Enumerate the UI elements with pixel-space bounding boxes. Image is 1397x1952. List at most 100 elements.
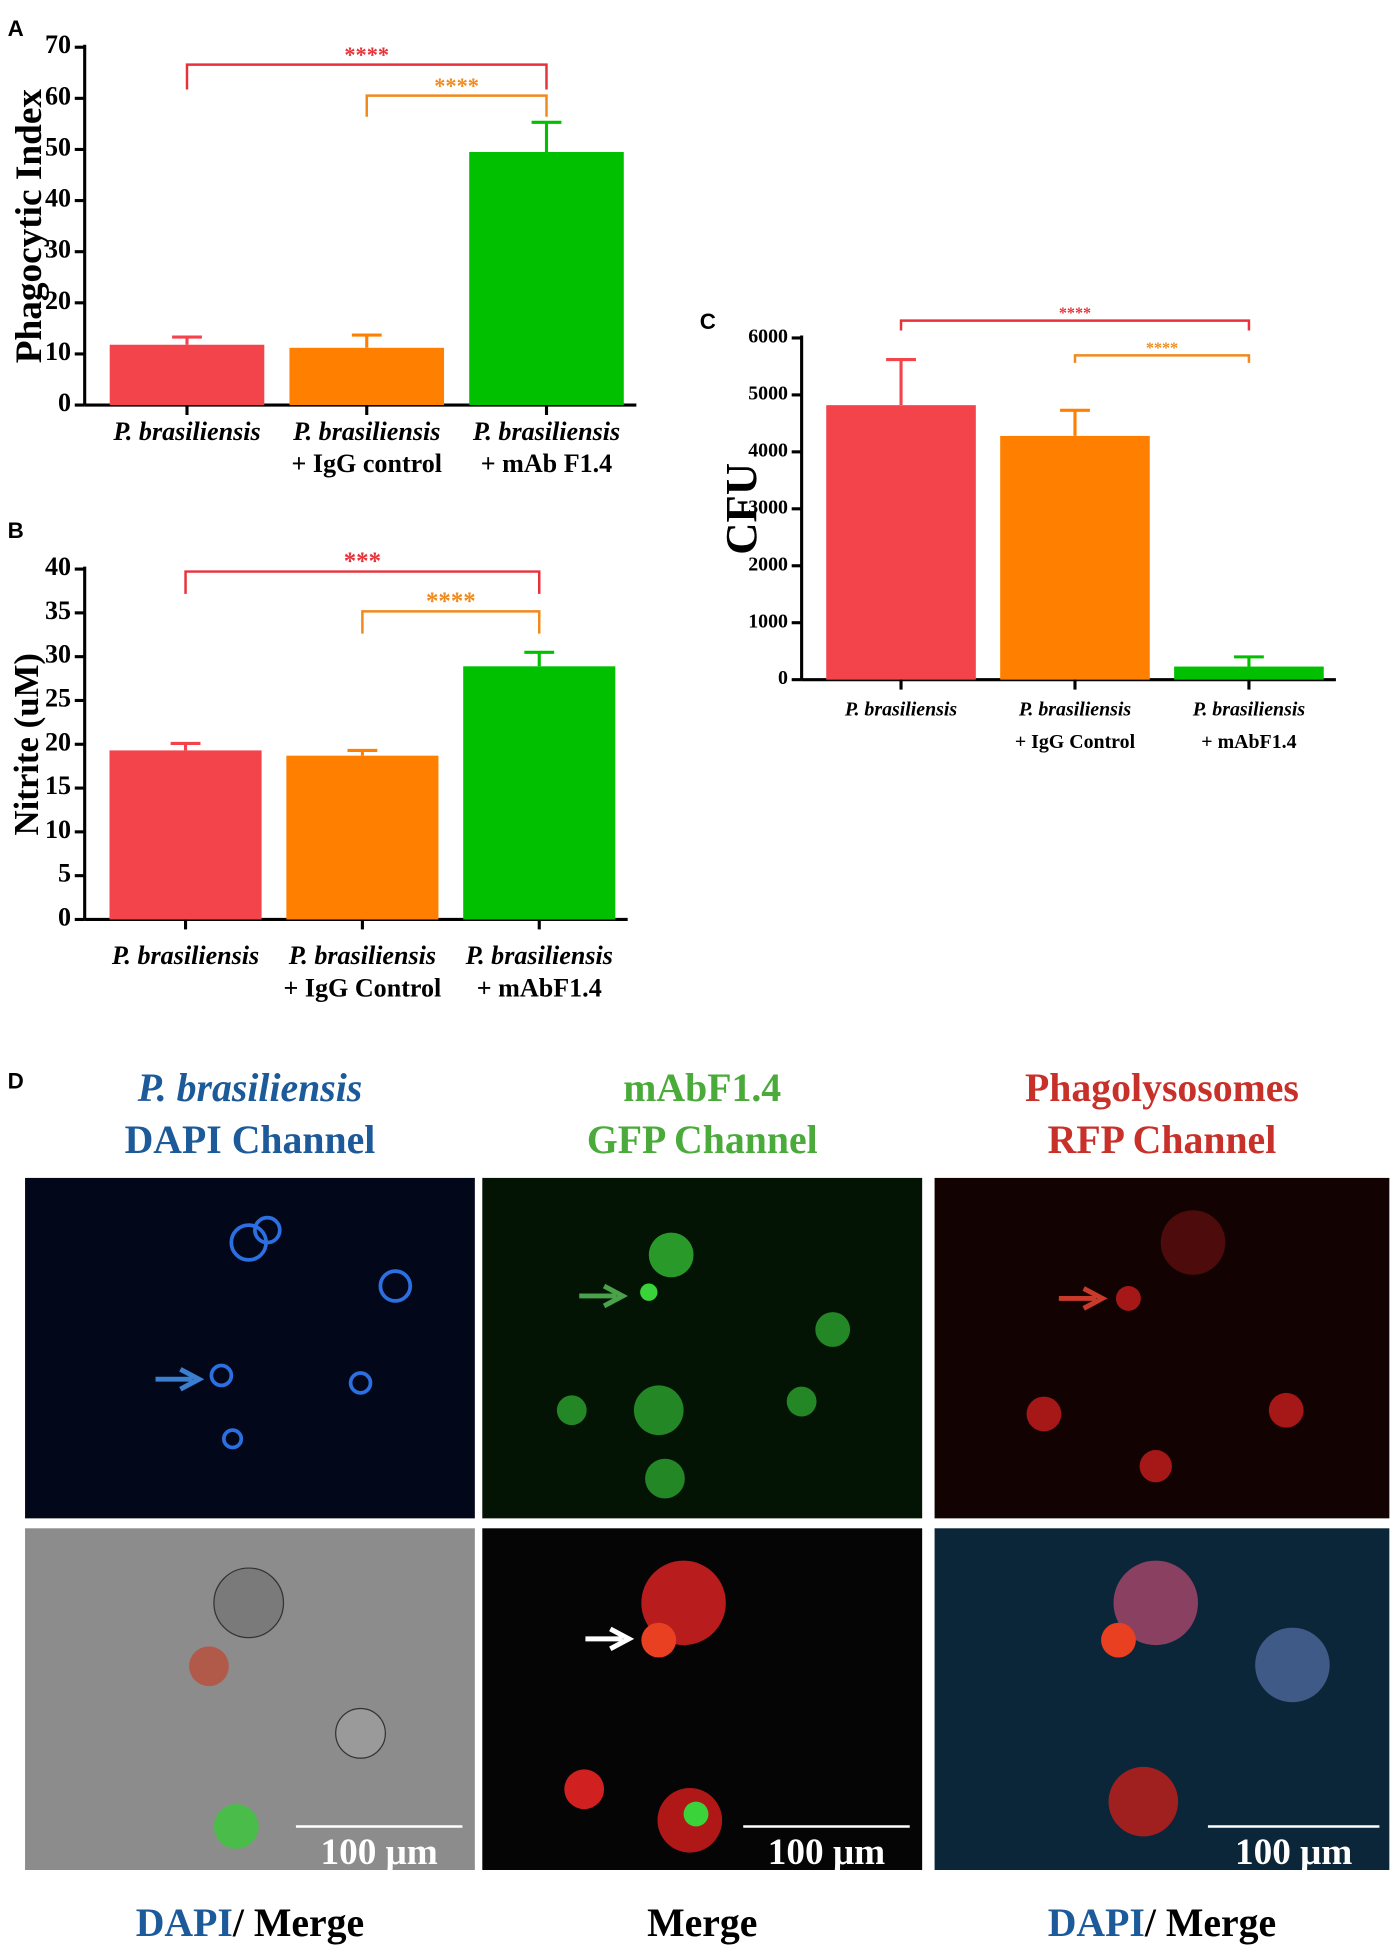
error-bar	[351, 333, 382, 348]
cells-green	[556, 1232, 851, 1499]
x-tick-label: P. brasiliensis	[288, 941, 436, 970]
y-tick-label: 40	[45, 552, 71, 581]
y-tick-label: 1000	[748, 610, 788, 632]
bar	[109, 750, 262, 920]
x-tick-label: + mAbF1.4	[1201, 731, 1296, 753]
significance-bracket	[361, 610, 541, 634]
scale-bar-label: 100 μm	[320, 1832, 437, 1873]
error-bar	[347, 748, 378, 756]
bar	[1174, 666, 1324, 680]
significance-bracket	[365, 94, 548, 117]
x-tick-label: + mAb F1.4	[481, 449, 613, 478]
significance-label: ****	[344, 42, 389, 67]
cells-red	[1026, 1210, 1304, 1483]
column-header: GFP Channel	[587, 1118, 818, 1162]
significance-label: ***	[344, 548, 381, 575]
panel-label: D	[8, 1068, 24, 1093]
error-bar	[1060, 408, 1090, 436]
image-dapi	[25, 1177, 475, 1519]
error-bar	[886, 358, 916, 406]
column-header: DAPI Channel	[125, 1118, 376, 1162]
significance-label: ****	[1146, 340, 1178, 357]
x-tick-label: P. brasiliensis	[465, 941, 613, 970]
footer-part: Merge	[647, 1901, 757, 1945]
error-bar	[170, 741, 201, 751]
x-tick-label: P. brasiliensis	[1192, 699, 1306, 721]
bar	[826, 405, 976, 680]
significance-bracket	[1073, 354, 1251, 363]
scale-bar-label: 100 μm	[1235, 1832, 1352, 1873]
error-bar	[172, 335, 202, 345]
y-tick-label: 25	[45, 683, 71, 712]
y-tick-label: 2000	[748, 553, 788, 575]
column-header: mAbF1.4	[623, 1066, 781, 1110]
y-axis-label: Nitrite (uM)	[7, 653, 46, 836]
x-tick-label: + IgG control	[291, 449, 442, 478]
column-header: RFP Channel	[1048, 1118, 1277, 1162]
y-tick-label: 70	[45, 30, 71, 59]
significance-label: ****	[434, 73, 479, 98]
y-tick-label: 10	[45, 337, 71, 366]
bar	[286, 755, 439, 920]
x-tick-label: + IgG Control	[283, 974, 441, 1003]
footer-part: DAPI	[136, 1901, 233, 1945]
x-tick-label: + IgG Control	[1015, 731, 1136, 753]
significance-bracket	[899, 319, 1251, 331]
y-tick-label: 40	[45, 184, 71, 213]
y-tick-label: 50	[45, 132, 71, 161]
footer-part: / Merge	[1144, 1901, 1276, 1945]
error-bar	[531, 120, 562, 153]
bar	[469, 152, 624, 406]
x-tick-label: P. brasiliensis	[472, 417, 620, 446]
panel-label: B	[8, 518, 24, 543]
significance-label: ****	[1059, 305, 1091, 322]
y-tick-label: 60	[45, 81, 71, 110]
cells-merge	[189, 1560, 1330, 1853]
significance-label: ****	[426, 588, 476, 615]
column-footer: Merge	[647, 1901, 757, 1945]
error-bar	[1234, 655, 1264, 667]
panel-label: C	[700, 309, 716, 334]
x-tick-label: P. brasiliensis	[112, 417, 260, 446]
bar	[289, 347, 445, 406]
bar	[1000, 435, 1150, 680]
column-header: P. brasiliensis	[137, 1066, 363, 1110]
y-tick-label: 20	[45, 286, 71, 315]
y-tick-label: 20	[45, 727, 71, 756]
micrographs	[25, 1177, 1390, 1870]
significance-bracket	[185, 63, 548, 90]
x-tick-label: P. brasiliensis	[1018, 699, 1132, 721]
y-tick-label: 3000	[748, 496, 788, 518]
y-tick-label: 35	[45, 596, 71, 625]
error-bar	[524, 650, 555, 667]
bar	[463, 666, 616, 920]
x-tick-label: P. brasiliensis	[292, 417, 440, 446]
y-tick-label: 5	[58, 859, 71, 888]
cells-blue	[209, 1215, 413, 1450]
x-tick-label: P. brasiliensis	[111, 941, 259, 970]
y-tick-label: 5000	[748, 382, 788, 404]
y-tick-label: 0	[58, 388, 71, 417]
panel-label: A	[8, 16, 24, 41]
y-tick-label: 15	[45, 771, 71, 800]
x-tick-label: P. brasiliensis	[844, 699, 958, 721]
scale-bar-label: 100 μm	[768, 1832, 885, 1873]
column-footer: DAPI/ Merge	[1048, 1901, 1276, 1945]
y-axis-label: Phagocytic Index	[9, 89, 50, 364]
y-tick-label: 30	[45, 640, 71, 669]
footer-part: DAPI	[1048, 1901, 1145, 1945]
arrows	[155, 1283, 1108, 1652]
bar	[109, 344, 265, 406]
significance-bracket	[184, 570, 541, 594]
y-tick-label: 30	[45, 235, 71, 264]
y-tick-label: 10	[45, 815, 71, 844]
column-header: Phagolysosomes	[1025, 1066, 1299, 1110]
image-gfp	[482, 1177, 923, 1519]
x-tick-label: + mAbF1.4	[477, 974, 602, 1003]
y-tick-label: 0	[58, 902, 71, 931]
y-tick-label: 0	[778, 667, 788, 689]
y-axis-label: CFU	[716, 463, 766, 555]
column-footer: DAPI/ Merge	[136, 1901, 364, 1945]
y-tick-label: 6000	[748, 326, 788, 348]
